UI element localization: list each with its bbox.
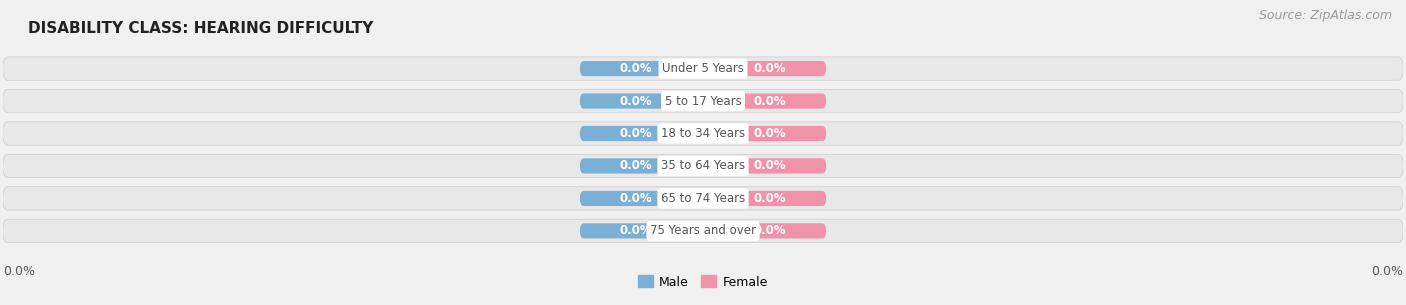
FancyBboxPatch shape (3, 89, 1403, 113)
Text: 0.0%: 0.0% (754, 160, 786, 172)
Text: 0.0%: 0.0% (620, 224, 652, 237)
Text: 18 to 34 Years: 18 to 34 Years (661, 127, 745, 140)
Text: 0.0%: 0.0% (754, 62, 786, 75)
Text: 0.0%: 0.0% (620, 192, 652, 205)
FancyBboxPatch shape (714, 223, 827, 239)
FancyBboxPatch shape (714, 158, 827, 174)
Text: 5 to 17 Years: 5 to 17 Years (665, 95, 741, 108)
Text: 0.0%: 0.0% (620, 127, 652, 140)
FancyBboxPatch shape (579, 61, 692, 76)
Text: 0.0%: 0.0% (3, 265, 35, 278)
Text: Under 5 Years: Under 5 Years (662, 62, 744, 75)
FancyBboxPatch shape (579, 126, 692, 141)
FancyBboxPatch shape (714, 126, 827, 141)
FancyBboxPatch shape (3, 122, 1403, 145)
FancyBboxPatch shape (579, 158, 692, 174)
Text: Source: ZipAtlas.com: Source: ZipAtlas.com (1258, 9, 1392, 22)
FancyBboxPatch shape (3, 187, 1403, 210)
FancyBboxPatch shape (579, 93, 692, 109)
Text: 0.0%: 0.0% (754, 192, 786, 205)
Text: 35 to 64 Years: 35 to 64 Years (661, 160, 745, 172)
Text: 65 to 74 Years: 65 to 74 Years (661, 192, 745, 205)
Text: 0.0%: 0.0% (1371, 265, 1403, 278)
FancyBboxPatch shape (714, 191, 827, 206)
Text: 75 Years and over: 75 Years and over (650, 224, 756, 237)
Text: 0.0%: 0.0% (620, 95, 652, 108)
FancyBboxPatch shape (3, 57, 1403, 80)
Text: 0.0%: 0.0% (754, 224, 786, 237)
Text: DISABILITY CLASS: HEARING DIFFICULTY: DISABILITY CLASS: HEARING DIFFICULTY (28, 21, 374, 36)
Text: 0.0%: 0.0% (620, 160, 652, 172)
FancyBboxPatch shape (714, 93, 827, 109)
FancyBboxPatch shape (579, 223, 692, 239)
FancyBboxPatch shape (579, 191, 692, 206)
Legend: Male, Female: Male, Female (633, 270, 773, 294)
Text: 0.0%: 0.0% (754, 127, 786, 140)
Text: 0.0%: 0.0% (754, 95, 786, 108)
FancyBboxPatch shape (3, 219, 1403, 242)
FancyBboxPatch shape (3, 154, 1403, 178)
FancyBboxPatch shape (714, 61, 827, 76)
Text: 0.0%: 0.0% (620, 62, 652, 75)
